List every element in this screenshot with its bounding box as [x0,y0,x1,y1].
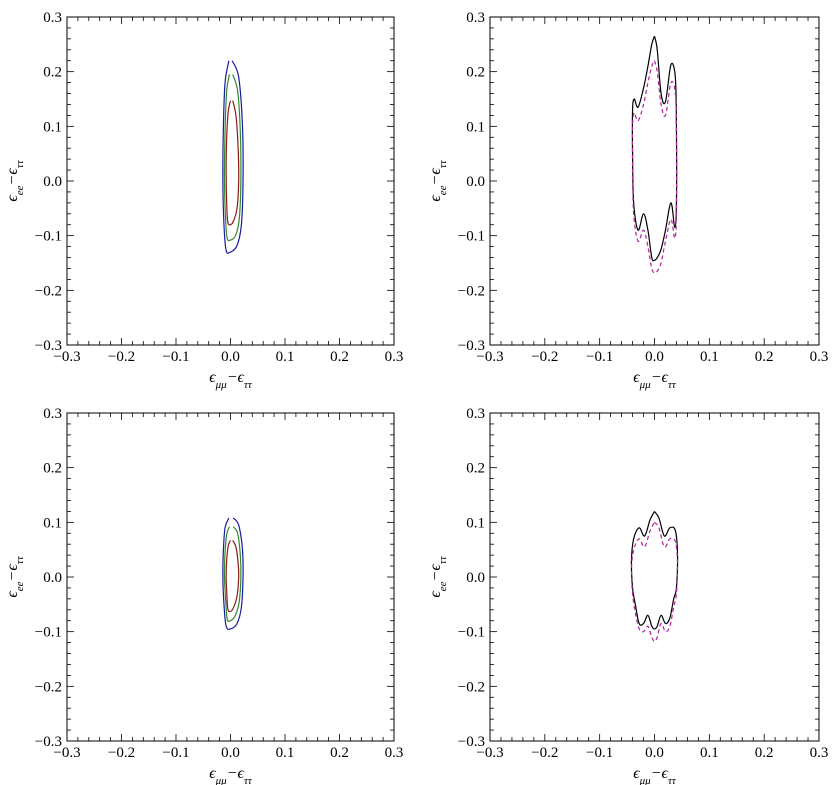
x-tick-label: 0.3 [810,349,829,365]
x-tick-label: 0.1 [276,745,295,761]
x-tick-label: −0.1 [586,745,613,761]
y-tick-label: 0.0 [43,570,62,586]
panel-top-left: −0.3 −0.2 −0.1 0.0 0.1 0.2 0.3 −0.3 −0.2 −0.1 0.0 0… [4,10,403,391]
y-tick-label: 0.3 [466,406,485,422]
y-tick-label: 0.2 [43,65,62,81]
y-tick-label: −0.3 [458,338,485,354]
x-tick-label: 0.0 [221,745,240,761]
y-tick-label: 0.0 [43,174,62,190]
contour-series-0 [631,35,678,262]
y-tick-label: 0.1 [466,119,485,135]
x-tick-label: −0.2 [108,349,135,365]
x-axis-label: ϵμμ−ϵττ [209,369,253,391]
contour-series-0 [222,517,244,630]
contour-series-1 [631,60,678,274]
contour-series-0 [630,511,679,630]
contour-series-1 [223,74,242,242]
y-tick-label: −0.2 [458,679,485,695]
x-axis-label: ϵμμ−ϵττ [633,765,677,785]
x-axis-label: ϵμμ−ϵττ [633,369,677,391]
y-tick-label: −0.2 [35,283,62,299]
y-axis-label: ϵee−ϵττ [4,555,26,597]
contour-series-2 [225,100,240,226]
x-tick-label: 0.2 [755,349,774,365]
x-tick-label: 0.1 [276,349,295,365]
y-axis-label: ϵee−ϵττ [4,159,26,201]
y-axis-label: ϵee−ϵττ [427,159,449,201]
x-tick-label: 0.2 [330,745,349,761]
x-tick-label: 0.2 [755,745,774,761]
y-tick-label: 0.3 [43,406,62,422]
plot-frame [489,412,820,742]
contour-series-1 [630,521,679,643]
plot-frame [489,16,820,346]
contour-series-1 [223,526,242,623]
y-tick-label: 0.1 [43,119,62,135]
x-tick-label: −0.2 [531,745,558,761]
y-tick-label: −0.1 [458,229,485,245]
x-tick-label: −0.1 [586,349,613,365]
y-axis-label: ϵee−ϵττ [427,555,449,597]
y-tick-label: 0.1 [43,515,62,531]
x-tick-label: −0.2 [531,349,558,365]
y-tick-label: −0.3 [458,734,485,750]
y-tick-label: 0.0 [466,174,485,190]
contour-series-0 [222,60,244,254]
x-tick-label: −0.1 [162,745,189,761]
y-tick-label: 0.3 [466,10,485,26]
x-tick-label: 0.0 [645,349,664,365]
y-tick-label: −0.1 [35,625,62,641]
y-tick-label: −0.3 [35,338,62,354]
x-tick-label: 0.0 [645,745,664,761]
x-tick-label: −0.3 [476,349,503,365]
x-axis-label: ϵμμ−ϵττ [209,765,253,785]
x-tick-label: −0.1 [162,349,189,365]
x-tick-label: −0.3 [476,745,503,761]
x-tick-label: −0.2 [108,745,135,761]
y-tick-label: −0.2 [458,283,485,299]
x-tick-label: 0.3 [385,349,404,365]
x-tick-label: −0.3 [53,745,80,761]
x-tick-label: 0.3 [385,745,404,761]
y-tick-label: 0.2 [466,461,485,477]
plot-frame [66,16,395,346]
x-tick-label: 0.0 [221,349,240,365]
y-tick-label: 0.2 [466,65,485,81]
plot-frame [66,412,395,742]
y-tick-label: 0.2 [43,461,62,477]
panel-bottom-left: −0.3 −0.2 −0.1 0.0 0.1 0.2 0.3 −0.3 −0.2 −0.1 0.0 0… [4,406,403,785]
contour-series-2 [225,540,240,613]
x-tick-label: −0.3 [53,349,80,365]
panel-top-right: −0.3 −0.2 −0.1 0.0 0.1 0.2 0.3 −0.3 −0.2 −0.1 0.0 0… [427,10,828,391]
y-tick-label: −0.3 [35,734,62,750]
x-tick-label: 0.1 [700,745,719,761]
panel-bottom-right: −0.3 −0.2 −0.1 0.0 0.1 0.2 0.3 −0.3 −0.2 −0.1 0.0 0… [427,406,828,785]
x-tick-label: 0.1 [700,349,719,365]
y-tick-label: 0.0 [466,570,485,586]
y-tick-label: −0.2 [35,679,62,695]
y-tick-label: 0.1 [466,515,485,531]
y-tick-label: −0.1 [35,229,62,245]
y-tick-label: −0.1 [458,625,485,641]
x-tick-label: 0.3 [810,745,829,761]
x-tick-label: 0.2 [330,349,349,365]
y-tick-label: 0.3 [43,10,62,26]
